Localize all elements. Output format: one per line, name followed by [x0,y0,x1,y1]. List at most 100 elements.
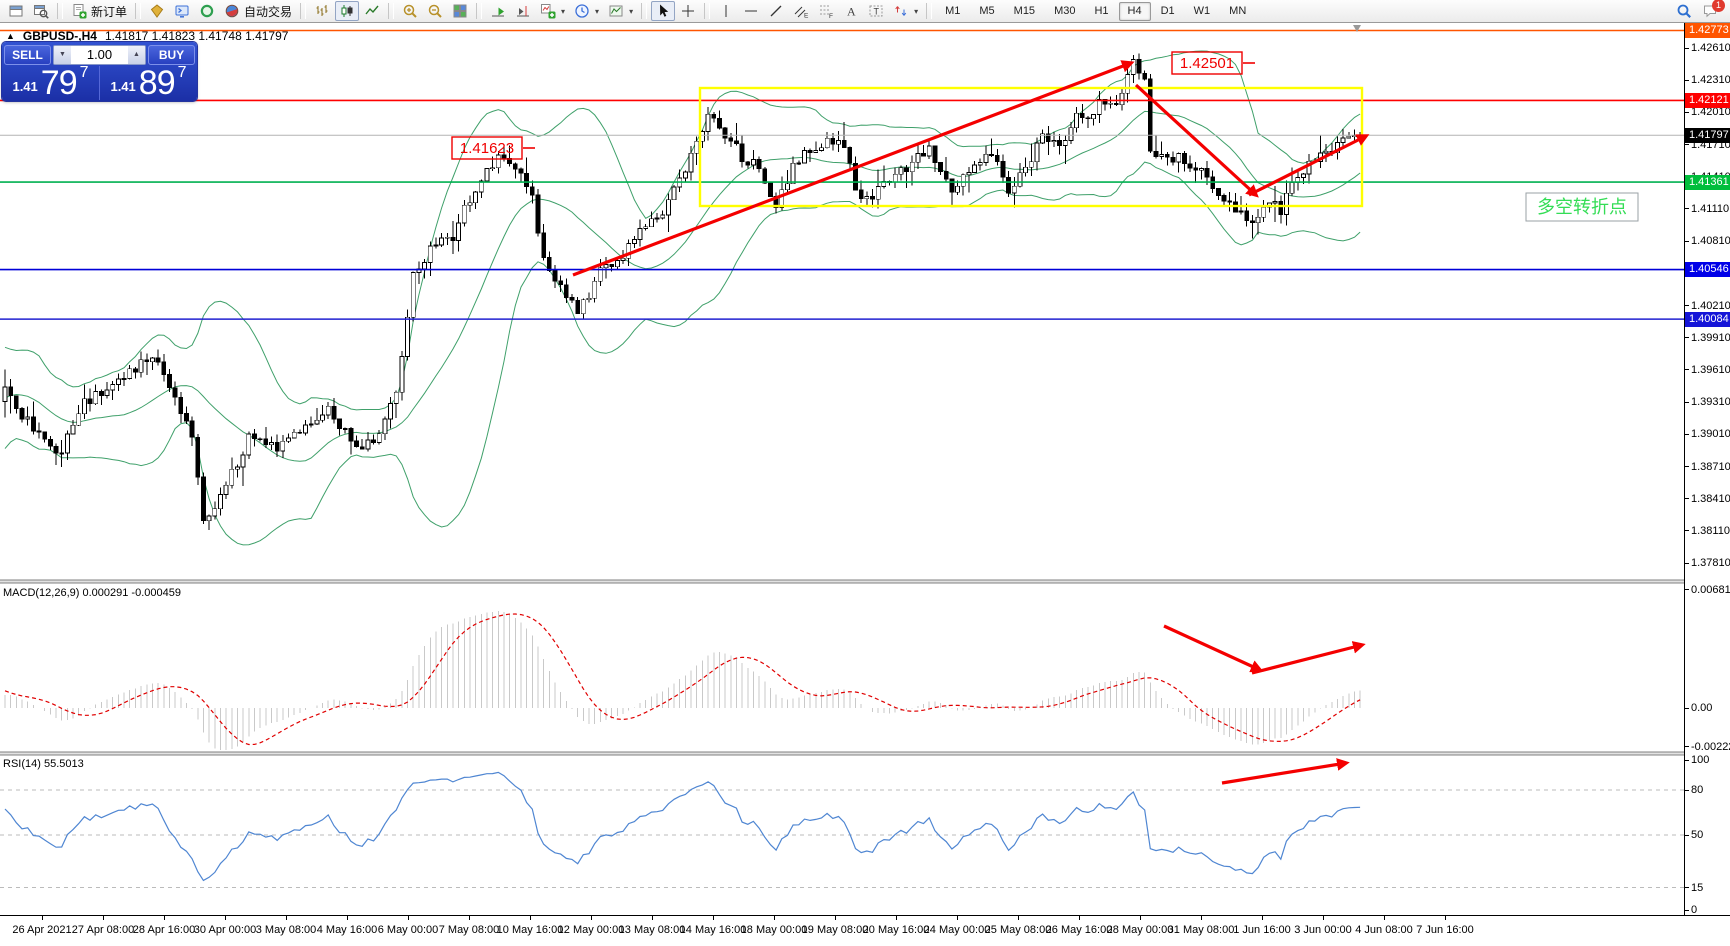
price-badge: 1.40546 [1685,262,1730,278]
label-icon[interactable]: T [864,1,888,21]
market-watch-icon[interactable] [170,1,194,21]
toolbar-right-group: 1 [1676,0,1726,19]
bars-chart-icon[interactable] [310,1,334,21]
horizontal-line-icon[interactable] [739,1,763,21]
time-label: 3 May 08:00 [255,924,317,936]
new-order-button[interactable]: 新订单 [67,1,131,21]
svg-text:F: F [829,13,833,19]
price-badge: 1.40084 [1685,311,1730,327]
channel-icon: E [793,3,809,19]
sell-button[interactable]: SELL [4,44,51,65]
time-label: 19 May 08:00 [801,924,869,936]
line-chart-icon [364,3,380,19]
chart-window[interactable]: 1.41623 1.42501 多空转折点 ▲ GBPUSD-,H4 1.41817… [0,23,1730,946]
chart-title: ▲ GBPUSD-,H4 1.41817 1.41823 1.41748 1.4… [6,29,288,43]
data-window-icon[interactable] [195,1,219,21]
time-tick [1262,916,1263,920]
periods-button[interactable]: ▾ [570,1,603,21]
price-badge: 1.41797 [1685,127,1730,143]
zoom-in-icon[interactable] [398,1,422,21]
time-label: 30 Apr 00:00 [193,924,257,936]
profiles-icon [33,3,49,19]
autotrading-button-label: 自动交易 [244,4,293,19]
crosshair-icon[interactable] [676,1,700,21]
timeframe-button-m30[interactable]: M30 [1045,2,1084,21]
volume-decrease-button[interactable]: ▼ [54,45,71,64]
time-label: 28 May 00:00 [1106,924,1174,936]
volume-increase-button[interactable]: ▲ [128,45,145,64]
toolbar-separator [704,3,711,19]
templates-button[interactable]: ▾ [604,1,637,21]
chart-shift-icon [515,3,531,19]
fibonacci-icon[interactable]: F [814,1,838,21]
new-chart-icon[interactable] [4,1,28,21]
dropdown-caret-icon[interactable]: ▾ [629,6,634,16]
price-axis[interactable]: 1.426101.423101.420101.417101.414101.411… [1684,23,1730,916]
price-tick: 1.38410 [1685,492,1730,506]
timeframe-button-m15[interactable]: M15 [1005,2,1044,21]
line-chart-icon[interactable] [360,1,384,21]
metaeditor-icon [149,3,165,19]
timeframe-button-m5[interactable]: M5 [970,2,1003,21]
time-tick [1323,916,1324,920]
time-tick [103,916,104,920]
horizontal-line-icon [743,3,759,19]
dropdown-caret-icon[interactable]: ▾ [561,6,566,16]
candles-chart-icon[interactable] [335,1,360,21]
dropdown-caret-icon[interactable]: ▾ [595,6,600,16]
time-label: 13 May 08:00 [618,924,686,936]
tile-windows-icon[interactable] [448,1,472,21]
time-label: 4 May 16:00 [316,924,378,936]
buy-button[interactable]: BUY [148,44,195,65]
new-chart-icon [8,3,24,19]
time-label: 20 May 16:00 [862,924,930,936]
timeframe-button-w1[interactable]: W1 [1185,2,1220,21]
text-icon[interactable]: A [839,1,863,21]
toolbar-separator [476,3,483,19]
toolbar-separator [57,3,63,19]
metaeditor-icon[interactable] [145,1,169,21]
volume-input[interactable] [71,45,128,64]
toolbar-separator [926,3,933,19]
time-tick [286,916,287,920]
cursor-icon [655,3,671,19]
chart-collapse-icon[interactable]: ▲ [6,31,15,41]
profiles-icon[interactable] [29,1,53,21]
search-icon[interactable] [1676,3,1692,19]
price-tick: 1.42310 [1685,73,1730,87]
vertical-line-icon [718,3,734,19]
autotrading-button[interactable]: 自动交易 [220,1,296,21]
indicators-button[interactable]: ▾ [536,1,569,21]
price-tick: 1.42610 [1685,41,1730,55]
channel-icon[interactable]: E [789,1,813,21]
notifications-button[interactable]: 1 [1702,0,1725,19]
rsi-indicator-label: RSI(14) 55.5013 [3,758,84,770]
cursor-icon[interactable] [651,1,676,21]
new-order-button [71,3,87,19]
time-label: 4 Jun 08:00 [1355,924,1413,936]
timeframe-button-m1[interactable]: M1 [936,2,969,21]
time-label: 6 May 00:00 [377,924,439,936]
time-label: 26 Apr 2021 [12,924,72,936]
shapes-button[interactable]: ▾ [889,1,922,21]
auto-scroll-icon[interactable] [486,1,510,21]
auto-scroll-icon [490,3,506,19]
chart-shift-icon[interactable] [511,1,535,21]
timeframe-button-h1[interactable]: H1 [1085,2,1117,21]
dropdown-caret-icon[interactable]: ▾ [914,6,919,16]
time-label: 7 Jun 16:00 [1416,924,1474,936]
timeframe-button-mn[interactable]: MN [1220,2,1255,21]
time-tick [1018,916,1019,920]
timeframe-button-d1[interactable]: D1 [1152,2,1184,21]
time-axis[interactable]: 26 Apr 2021 27 Apr 08:00 28 Apr 16:00 30 Ap… [0,915,1730,946]
buy-price[interactable]: 1.41 89 7 [110,64,187,101]
notification-badge: 1 [1712,0,1725,12]
price-tick: 1.40210 [1685,299,1730,313]
timeframe-button-h4[interactable]: H4 [1118,1,1151,21]
chart-canvas[interactable]: 1.41623 1.42501 多空转折点 [0,23,1684,915]
zoom-out-icon[interactable] [423,1,447,21]
price-tick: 1.42010 [1685,105,1730,119]
sell-price[interactable]: 1.41 79 7 [2,64,100,100]
trendline-icon[interactable] [764,1,788,21]
vertical-line-icon[interactable] [714,1,738,21]
